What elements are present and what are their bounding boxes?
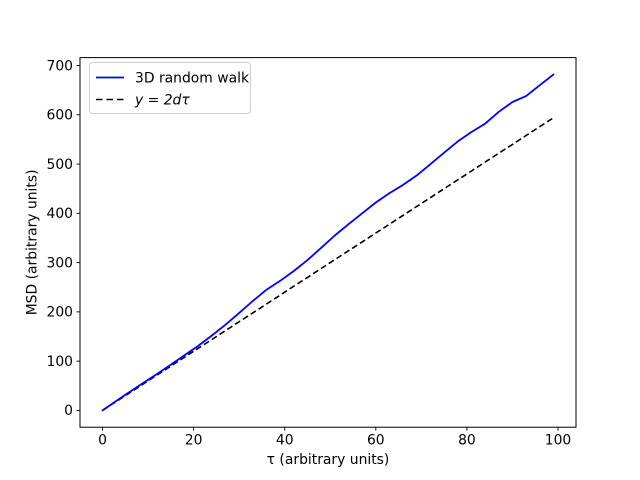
x-axis: 0 20 40 60 80 100 (98, 427, 571, 449)
series-theory-line (102, 117, 554, 412)
y-tick-label: 100 (46, 354, 73, 370)
y-tick-label: 0 (64, 403, 73, 419)
y-axis: 0 100 200 300 400 500 600 700 (46, 58, 80, 419)
x-tick-label: 20 (185, 433, 203, 449)
x-tick-label: 80 (458, 433, 476, 449)
y-tick-label: 600 (46, 108, 73, 124)
legend: 3D random walk y = 2dτ (89, 62, 251, 114)
legend-label-3d-random-walk: 3D random walk (135, 70, 249, 86)
y-tick-label: 500 (46, 157, 73, 173)
y-tick-label: 300 (46, 255, 73, 271)
x-tick-label: 40 (276, 433, 294, 449)
x-tick-label: 0 (98, 433, 107, 449)
y-tick-label: 700 (46, 58, 73, 74)
series-3d-random-walk (101, 73, 555, 412)
y-tick-label: 200 (46, 305, 73, 321)
legend-box (89, 62, 251, 114)
legend-label-theory: y = 2dτ (134, 92, 190, 108)
y-axis-label: MSD (arbitrary units) (25, 169, 41, 315)
x-tick-label: 60 (367, 433, 385, 449)
y-tick-label: 400 (46, 206, 73, 222)
plot-area-border (79, 57, 577, 428)
x-tick-label: 100 (545, 433, 572, 449)
x-axis-label: τ (arbitrary units) (267, 452, 390, 468)
